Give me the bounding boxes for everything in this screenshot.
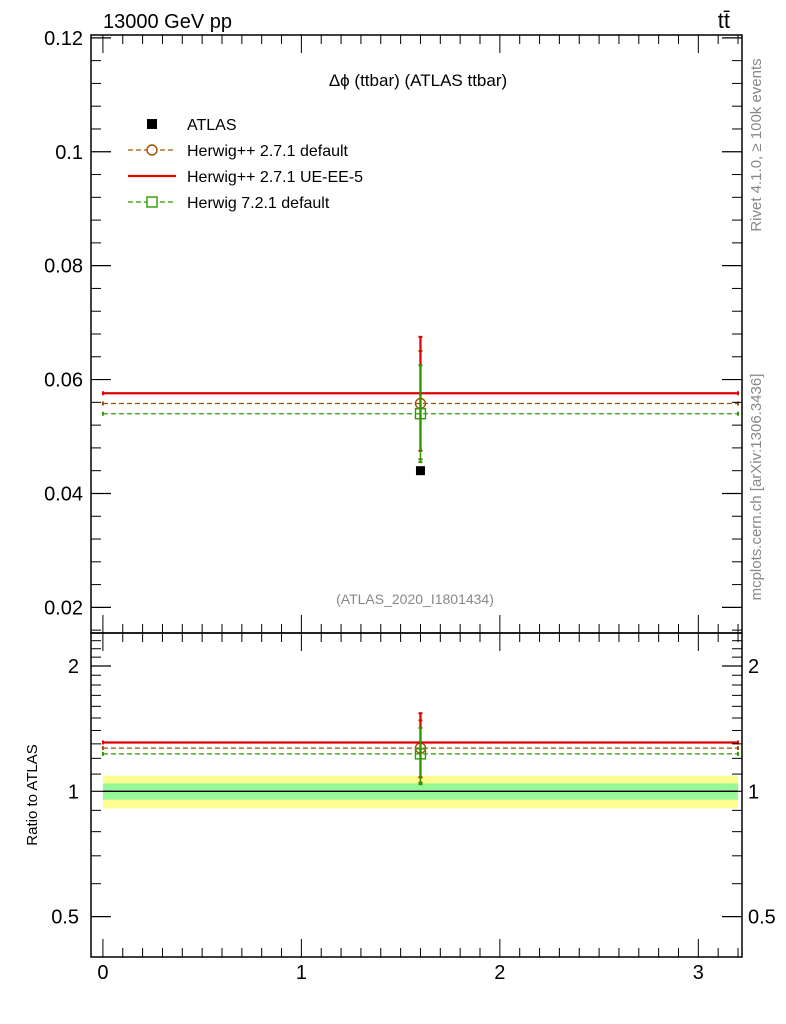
ratio-panel: 0.5 0.5 1 1 2 2 0 1 2 3 Ratio to ATLAS <box>24 632 776 984</box>
ratio-y-tick-label: 0.5 <box>51 907 79 929</box>
legend-label: ATLAS <box>187 117 237 134</box>
legend-marker-herwig7 <box>146 196 158 208</box>
x-tick-label: 0 <box>97 962 108 984</box>
main-title: Δϕ (ttbar) (ATLAS ttbar) <box>329 71 507 90</box>
x-tick-label: 1 <box>296 962 307 984</box>
legend-entry-herwig7: Herwig 7.2.1 default <box>128 195 330 212</box>
ratio-y-tick-label-right: 1 <box>748 781 759 803</box>
ratio-marker-herwig7 <box>414 748 427 760</box>
legend-entry-atlas: ATLAS <box>147 117 237 134</box>
y-tick-label: 0.12 <box>44 28 83 50</box>
main-panel: 0.02 0.04 0.06 0.08 0.1 0.12 Δϕ (ttbar) (ATLA… <box>44 28 743 634</box>
rivet-label: Rivet 4.1.0, ≥ 100k events <box>748 58 765 231</box>
legend-label: Herwig 7.2.1 default <box>187 195 330 212</box>
ratio-y-label: Ratio to ATLAS <box>24 744 41 845</box>
x-tick-label: 2 <box>494 962 505 984</box>
energy-label: 13000 GeV pp <box>103 11 232 33</box>
legend-entry-herwigpp_default: Herwig++ 2.7.1 default <box>128 143 349 160</box>
x-tick-label: 3 <box>693 962 704 984</box>
analysis-watermark: (ATLAS_2020_I1801434) <box>336 591 494 607</box>
legend-label: Herwig++ 2.7.1 default <box>187 143 349 160</box>
y-tick-label: 0.1 <box>55 142 83 164</box>
ratio-y-tick-label: 1 <box>68 781 79 803</box>
legend-marker-herwigpp_default <box>146 144 158 156</box>
y-tick-label: 0.08 <box>44 256 83 278</box>
data-point-atlas <box>415 466 425 476</box>
y-tick-label: 0.06 <box>44 370 83 392</box>
ratio-y-ticks: 0.5 0.5 1 1 2 2 <box>51 640 776 958</box>
ratio-y-tick-label: 2 <box>68 656 79 678</box>
legend-label: Herwig++ 2.7.1 UE-EE-5 <box>187 169 363 186</box>
mcplots-label: mcplots.cern.ch [arXiv:1306.3436] <box>748 374 765 601</box>
process-label: tt̄ <box>718 8 730 33</box>
series-marker-herwig7 <box>414 408 427 420</box>
x-ticks: 0 1 2 3 <box>97 633 739 984</box>
ratio-series <box>101 712 740 786</box>
legend-entry-herwigpp_ueee5: Herwig++ 2.7.1 UE-EE-5 <box>128 169 363 186</box>
y-tick-label: 0.02 <box>44 597 83 619</box>
ratio-frame <box>90 632 743 958</box>
legend-marker-atlas <box>147 119 157 129</box>
main-y-ticks: 0.02 0.04 0.06 0.08 0.1 0.12 <box>44 28 742 633</box>
y-tick-label: 0.04 <box>44 483 83 505</box>
main-series <box>101 335 740 476</box>
ratio-y-tick-label-right: 2 <box>748 656 759 678</box>
legend: ATLAS Herwig++ 2.7.1 default Herwig++ 2.7.… <box>128 117 363 212</box>
ratio-bands <box>102 775 739 809</box>
ratio-y-tick-label-right: 0.5 <box>748 907 776 929</box>
